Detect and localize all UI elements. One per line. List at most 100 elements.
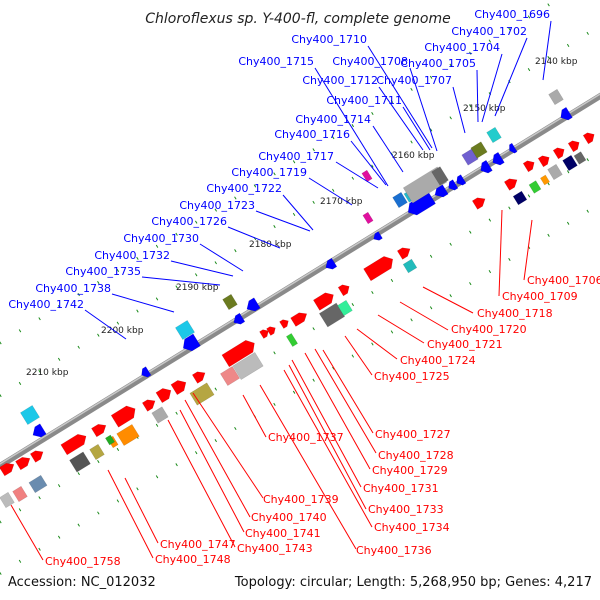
forward-gene-label[interactable]: Chy400_1758: [45, 555, 121, 568]
gene-feature[interactable]: [548, 88, 564, 106]
forward-gene-label[interactable]: Chy400_1727: [375, 428, 451, 441]
reverse-gene[interactable]: [454, 174, 467, 188]
reverse-gene[interactable]: [446, 179, 459, 193]
gene-feature[interactable]: [431, 166, 449, 186]
gene-feature[interactable]: [362, 211, 374, 225]
gene-feature[interactable]: [28, 474, 48, 494]
reverse-gene-label[interactable]: Chy400_1711: [326, 94, 402, 107]
reverse-gene[interactable]: [371, 231, 383, 242]
gene-feature[interactable]: [116, 423, 140, 447]
gene-feature[interactable]: [175, 320, 195, 340]
forward-gene-label[interactable]: Chy400_1706: [527, 274, 600, 287]
forward-gene[interactable]: [337, 282, 352, 297]
forward-gene[interactable]: [396, 245, 412, 260]
forward-gene[interactable]: [503, 176, 519, 191]
gene-feature[interactable]: [486, 126, 502, 144]
reverse-gene[interactable]: [323, 257, 338, 272]
forward-gene-label[interactable]: Chy400_1743: [237, 542, 313, 555]
reverse-gene[interactable]: [139, 366, 152, 380]
gene-feature[interactable]: [220, 366, 240, 386]
reverse-gene-label[interactable]: Chy400_1723: [179, 199, 255, 212]
forward-gene[interactable]: [290, 310, 310, 327]
forward-gene[interactable]: [259, 327, 270, 339]
forward-gene[interactable]: [312, 290, 336, 311]
forward-gene[interactable]: [155, 385, 174, 404]
reverse-gene-label[interactable]: Chy400_1715: [238, 55, 314, 68]
forward-gene[interactable]: [221, 337, 258, 368]
forward-gene-label[interactable]: Chy400_1740: [251, 511, 327, 524]
gene-feature[interactable]: [12, 485, 28, 503]
forward-gene[interactable]: [60, 431, 89, 456]
reverse-gene-label[interactable]: Chy400_1717: [258, 150, 334, 163]
reverse-gene[interactable]: [490, 151, 505, 167]
reverse-gene-label[interactable]: Chy400_1726: [151, 215, 227, 228]
gene-feature[interactable]: [540, 174, 550, 186]
forward-gene[interactable]: [537, 153, 552, 168]
forward-gene[interactable]: [141, 397, 157, 412]
gene-feature[interactable]: [89, 443, 105, 461]
forward-gene-label[interactable]: Chy400_1729: [372, 464, 448, 477]
gene-feature[interactable]: [189, 382, 215, 406]
reverse-gene-label[interactable]: Chy400_1730: [123, 232, 199, 245]
forward-gene[interactable]: [29, 448, 45, 463]
gene-feature[interactable]: [232, 352, 264, 380]
gene-feature[interactable]: [361, 169, 373, 183]
reverse-gene[interactable]: [244, 297, 261, 315]
reverse-gene-label[interactable]: Chy400_1714: [295, 113, 371, 126]
reverse-gene-label[interactable]: Chy400_1719: [231, 166, 307, 179]
reverse-gene-label[interactable]: Chy400_1704: [424, 41, 500, 54]
gene-feature[interactable]: [0, 491, 15, 509]
forward-gene-label[interactable]: Chy400_1733: [368, 503, 444, 516]
forward-gene-label[interactable]: Chy400_1741: [245, 527, 321, 540]
forward-gene-label[interactable]: Chy400_1737: [268, 431, 344, 444]
reverse-gene-label[interactable]: Chy400_1708: [332, 55, 408, 68]
gene-feature[interactable]: [573, 151, 587, 165]
gene-feature[interactable]: [528, 180, 542, 194]
forward-gene-label[interactable]: Chy400_1725: [374, 370, 450, 383]
reverse-gene-label[interactable]: Chy400_1716: [274, 128, 350, 141]
gene-feature[interactable]: [222, 293, 238, 311]
reverse-gene-label[interactable]: Chy400_1696: [474, 8, 550, 21]
gene-feature[interactable]: [392, 191, 408, 209]
forward-gene[interactable]: [522, 158, 537, 173]
gene-feature[interactable]: [285, 332, 299, 348]
gene-feature[interactable]: [337, 299, 353, 317]
forward-gene[interactable]: [266, 324, 277, 336]
reverse-gene[interactable]: [507, 142, 518, 155]
forward-gene[interactable]: [279, 317, 290, 329]
reverse-gene-label[interactable]: Chy400_1738: [35, 282, 111, 295]
reverse-gene[interactable]: [30, 423, 47, 441]
forward-gene[interactable]: [471, 195, 487, 210]
gene-feature[interactable]: [512, 190, 528, 206]
forward-gene-label[interactable]: Chy400_1736: [356, 544, 432, 557]
forward-gene-label[interactable]: Chy400_1724: [400, 354, 476, 367]
gene-feature[interactable]: [20, 405, 40, 425]
reverse-gene-label[interactable]: Chy400_1712: [302, 74, 378, 87]
gene-feature[interactable]: [69, 451, 91, 473]
reverse-gene[interactable]: [231, 312, 246, 327]
reverse-gene[interactable]: [180, 333, 201, 354]
forward-gene-label[interactable]: Chy400_1728: [378, 449, 454, 462]
forward-gene[interactable]: [170, 377, 189, 396]
forward-gene-label[interactable]: Chy400_1748: [155, 553, 231, 566]
reverse-gene-label[interactable]: Chy400_1735: [65, 265, 141, 278]
gene-feature[interactable]: [547, 163, 563, 181]
forward-gene-label[interactable]: Chy400_1720: [451, 323, 527, 336]
forward-gene[interactable]: [552, 145, 567, 160]
reverse-gene[interactable]: [558, 106, 573, 122]
forward-gene[interactable]: [363, 253, 397, 282]
forward-gene-label[interactable]: Chy400_1739: [263, 493, 339, 506]
forward-gene[interactable]: [567, 138, 582, 153]
forward-gene-label[interactable]: Chy400_1721: [427, 338, 503, 351]
forward-gene[interactable]: [0, 460, 17, 477]
gene-feature[interactable]: [402, 258, 418, 274]
forward-gene[interactable]: [110, 403, 139, 428]
forward-gene-label[interactable]: Chy400_1734: [374, 521, 450, 534]
reverse-gene-label[interactable]: Chy400_1702: [451, 25, 527, 38]
forward-gene[interactable]: [582, 130, 597, 145]
forward-gene-label[interactable]: Chy400_1747: [160, 538, 236, 551]
gene-feature[interactable]: [318, 302, 346, 328]
forward-gene[interactable]: [91, 421, 108, 438]
forward-gene-label[interactable]: Chy400_1731: [363, 482, 439, 495]
forward-gene-label[interactable]: Chy400_1718: [477, 307, 553, 320]
